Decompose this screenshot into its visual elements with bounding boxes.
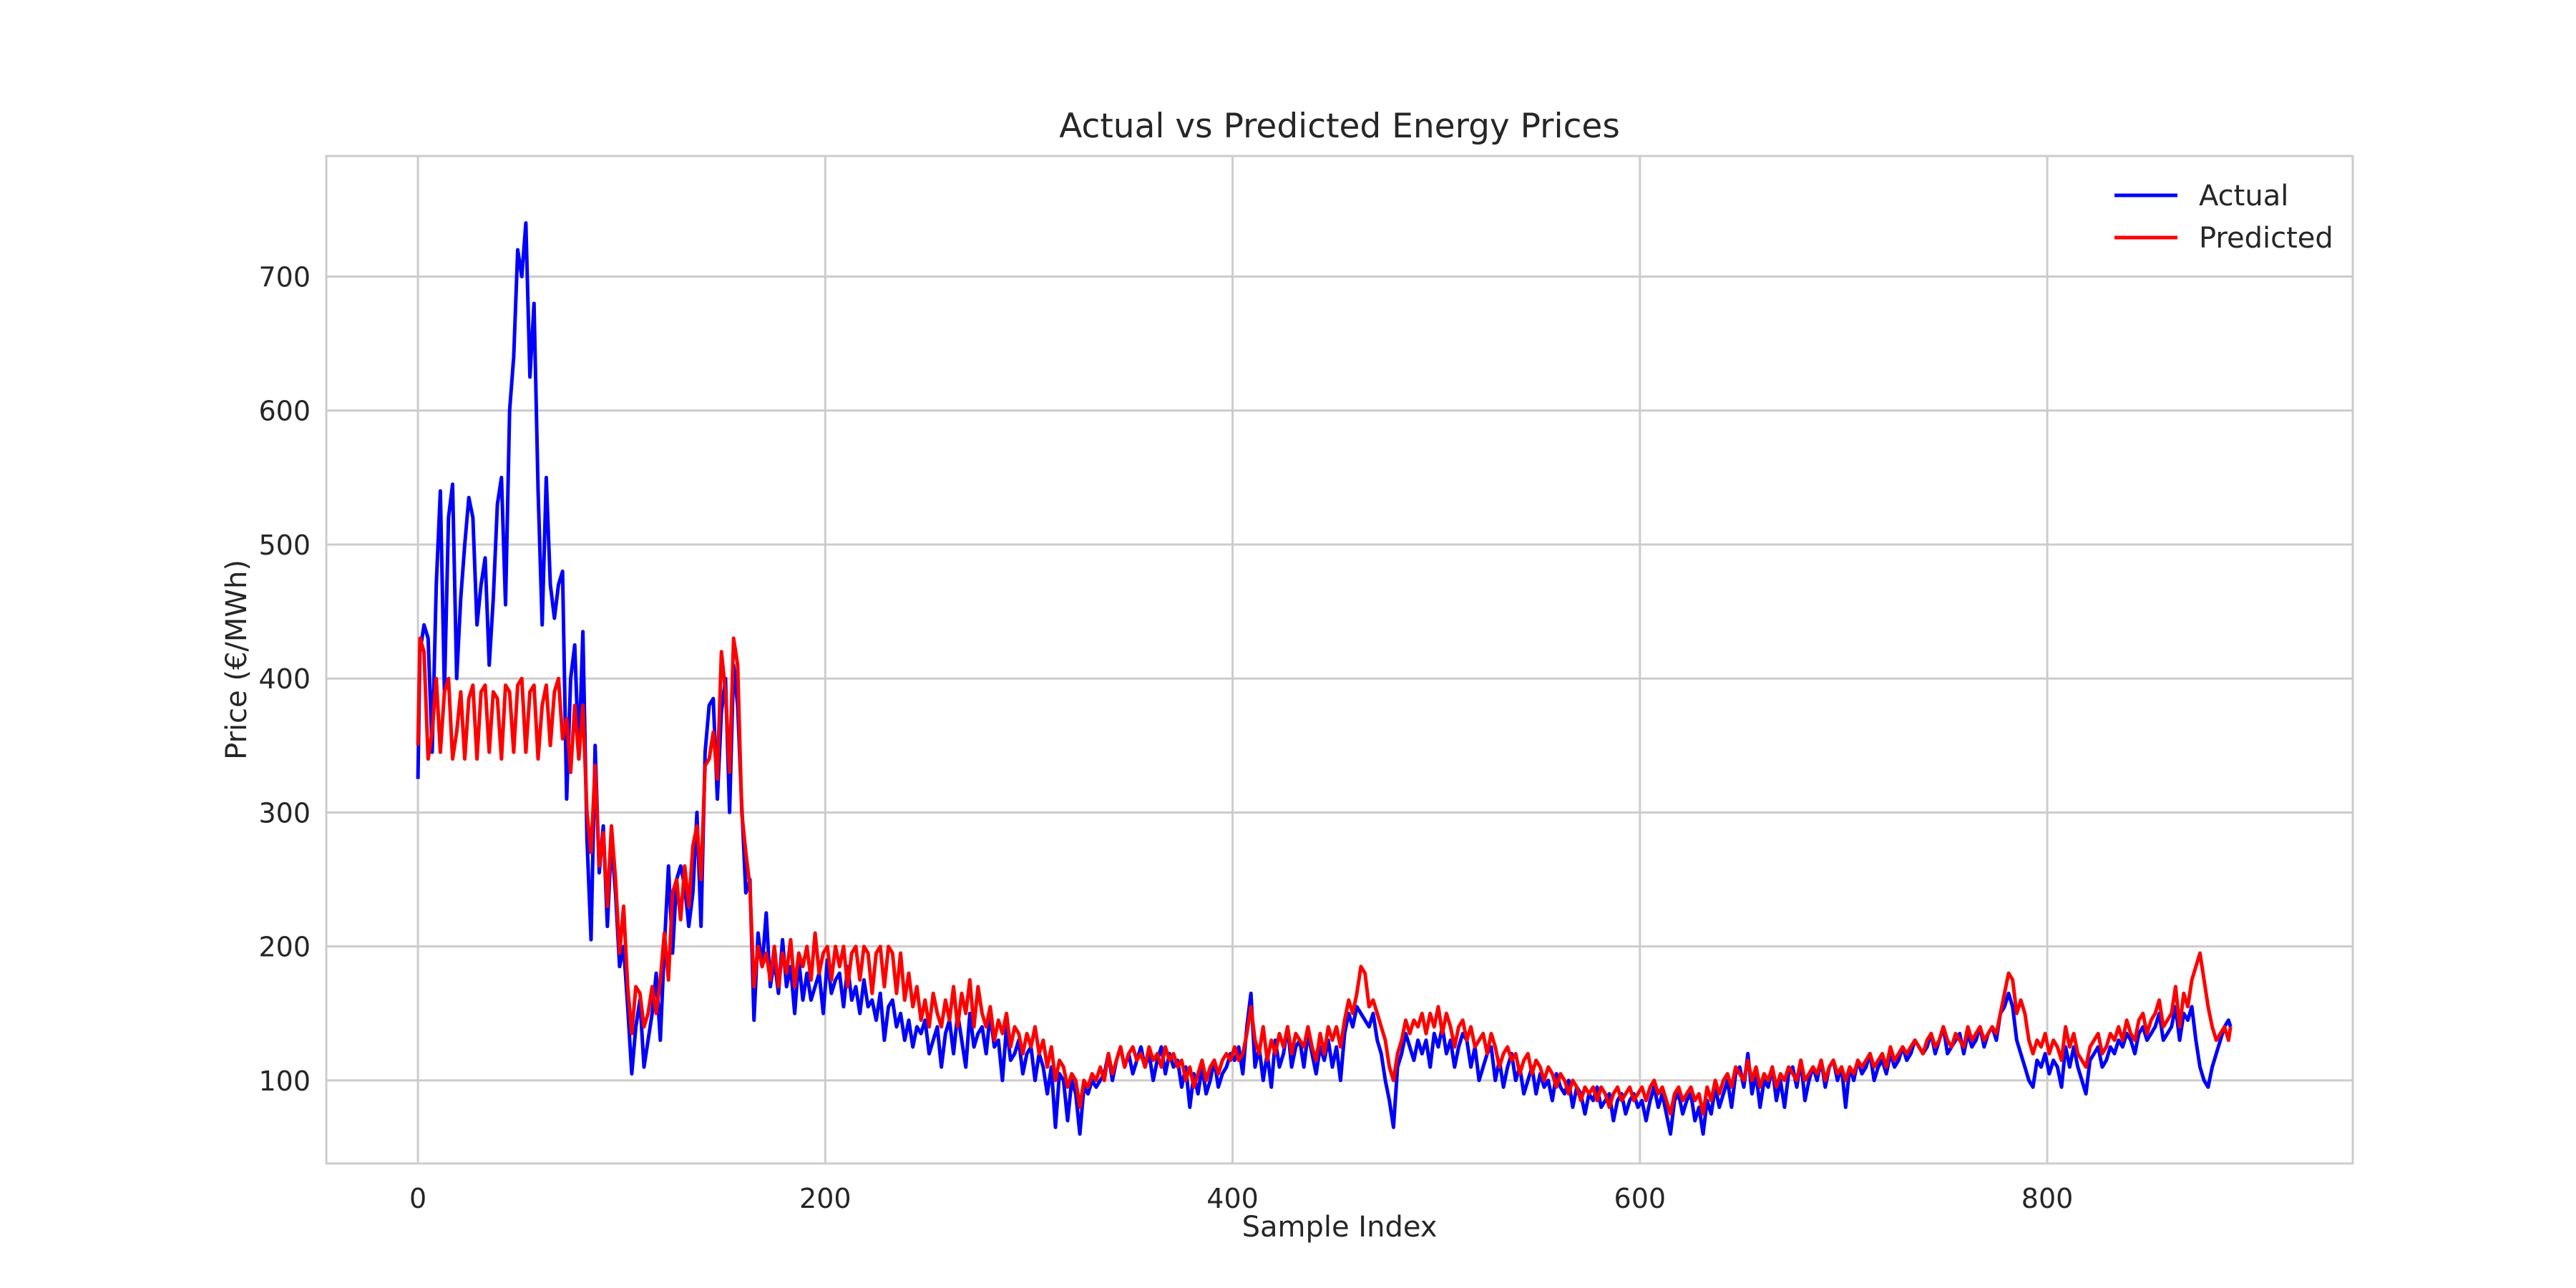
y-tick-label: 500 [258,530,311,561]
x-axis-label: Sample Index [1242,1211,1438,1244]
x-tick-label: 400 [1206,1183,1259,1214]
legend: Actual Predicted [2114,180,2333,255]
chart-title: Actual vs Predicted Energy Prices [1059,107,1620,146]
x-tick-label: 800 [2021,1183,2074,1214]
legend-label-predicted: Predicted [2199,222,2333,255]
x-tick-label: 0 [409,1183,426,1214]
y-tick-label: 400 [258,663,311,695]
legend-label-actual: Actual [2199,180,2288,213]
y-tick-label: 100 [258,1065,311,1097]
y-axis-label: Price (€/MWh) [220,560,253,760]
series-lines [416,221,2233,1136]
y-tick-labels: 100 200 300 400 500 600 700 [258,262,311,1097]
x-tick-labels: 0 200 400 600 800 [409,1183,2073,1214]
y-tick-label: 600 [258,396,311,427]
series-line-predicted [416,636,2233,1116]
y-tick-label: 300 [258,797,311,829]
x-tick-label: 600 [1614,1183,1667,1214]
y-tick-label: 700 [258,262,311,293]
x-tick-label: 200 [799,1183,852,1214]
y-tick-label: 200 [258,932,311,963]
plot-area-frame [325,155,2354,1165]
